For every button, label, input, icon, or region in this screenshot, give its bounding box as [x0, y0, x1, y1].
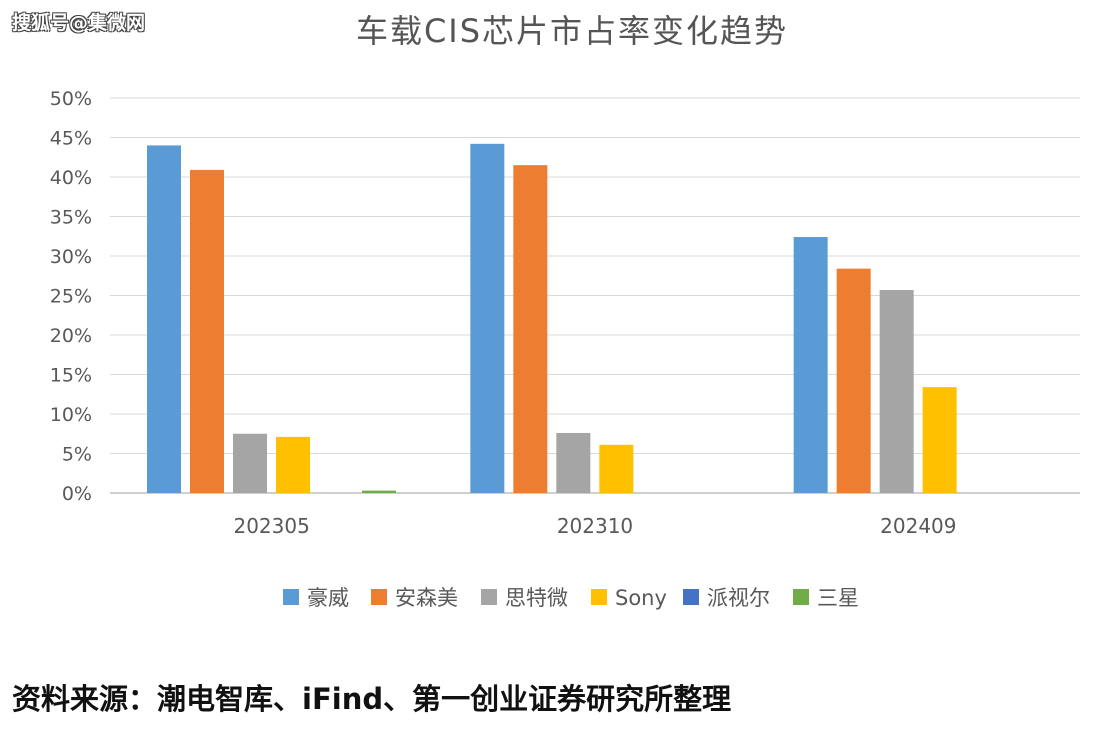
gridlines [110, 97, 1080, 494]
x-axis-tick-labels: 202305 202310 202409 [233, 514, 956, 538]
bar [276, 436, 310, 493]
y-tick-label: 25% [50, 286, 92, 308]
legend-label: 安森美 [395, 586, 458, 610]
x-tick-label: 202409 [880, 514, 956, 538]
bar-chart: 车载CIS芯片市占率变化趋势 0% 5% 10% 15% 20% 25% 30% 35% 40%… [50, 12, 1080, 610]
y-tick-label: 50% [50, 88, 92, 110]
bar [836, 268, 871, 493]
bar [470, 143, 505, 493]
bar [556, 432, 591, 493]
chart-title: 车载CIS芯片市占率变化趋势 [356, 12, 788, 50]
y-axis-tick-labels: 0% 5% 10% 15% 20% 25% 30% 35% 40% 45% 50% [50, 88, 92, 505]
bar [190, 169, 224, 493]
legend-label: 派视尔 [707, 586, 770, 610]
bar [147, 145, 181, 493]
legend-swatch [481, 589, 497, 605]
bar [362, 490, 396, 493]
legend-swatch [371, 589, 387, 605]
y-tick-label: 45% [50, 128, 92, 150]
bars [147, 143, 957, 493]
x-tick-label: 202310 [557, 514, 633, 538]
legend-swatch [283, 589, 299, 605]
bar [922, 387, 957, 493]
y-tick-label: 0% [62, 483, 92, 505]
legend-label: 三星 [817, 586, 859, 610]
y-tick-label: 20% [50, 325, 92, 347]
legend-swatch [591, 589, 607, 605]
bar [233, 433, 267, 493]
source-note: 资料来源：潮电智库、iFind、第一创业证券研究所整理 [12, 682, 732, 716]
bar [513, 165, 548, 493]
legend: 豪威 安森美 思特微 Sony 派视尔 三星 [283, 586, 859, 610]
y-tick-label: 40% [50, 167, 92, 189]
bar [879, 289, 914, 493]
legend-label: Sony [615, 586, 667, 610]
legend-swatch [793, 589, 809, 605]
watermark: 搜狐号@集微网 [12, 12, 146, 34]
x-tick-label: 202305 [233, 514, 309, 538]
legend-label: 思特微 [505, 586, 568, 610]
legend-swatch [683, 589, 699, 605]
y-tick-label: 30% [50, 246, 92, 268]
y-tick-label: 10% [50, 404, 92, 426]
y-tick-label: 15% [50, 365, 92, 387]
legend-label: 豪威 [307, 586, 349, 610]
bar [599, 444, 634, 493]
bar [793, 237, 828, 493]
y-tick-label: 5% [62, 444, 92, 466]
y-tick-label: 35% [50, 207, 92, 229]
